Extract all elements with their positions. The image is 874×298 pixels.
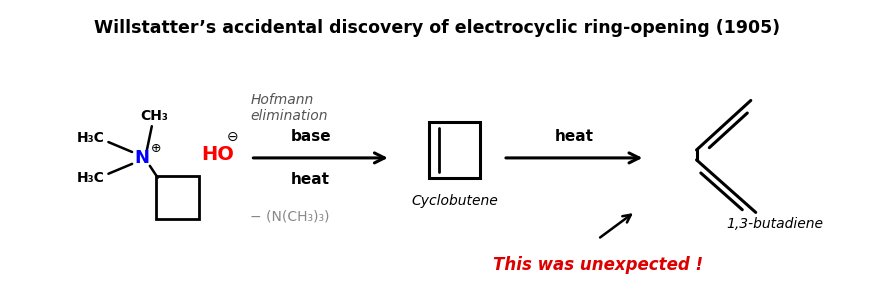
Text: H₃C: H₃C [77, 171, 105, 185]
Bar [429, 122, 481, 178]
Text: Hofmann
elimination: Hofmann elimination [251, 93, 328, 123]
Text: Cyclobutene: Cyclobutene [412, 194, 498, 208]
Text: 1,3-butadiene: 1,3-butadiene [726, 217, 823, 231]
Text: HO: HO [201, 145, 234, 164]
Text: This was unexpected !: This was unexpected ! [493, 256, 703, 274]
Text: CH₃: CH₃ [140, 109, 168, 123]
Text: heat: heat [291, 172, 330, 187]
Text: base: base [290, 129, 331, 144]
Bar [156, 176, 199, 219]
Text: ⊕: ⊕ [150, 142, 161, 154]
Text: H₃C: H₃C [77, 131, 105, 145]
Text: ⊖: ⊖ [227, 130, 239, 144]
Text: Willstatter’s accidental discovery of electrocyclic ring-opening (1905): Willstatter’s accidental discovery of el… [94, 19, 780, 37]
Text: N: N [135, 149, 149, 167]
Text: heat: heat [555, 129, 593, 144]
Text: − (N(CH₃)₃): − (N(CH₃)₃) [251, 209, 330, 224]
